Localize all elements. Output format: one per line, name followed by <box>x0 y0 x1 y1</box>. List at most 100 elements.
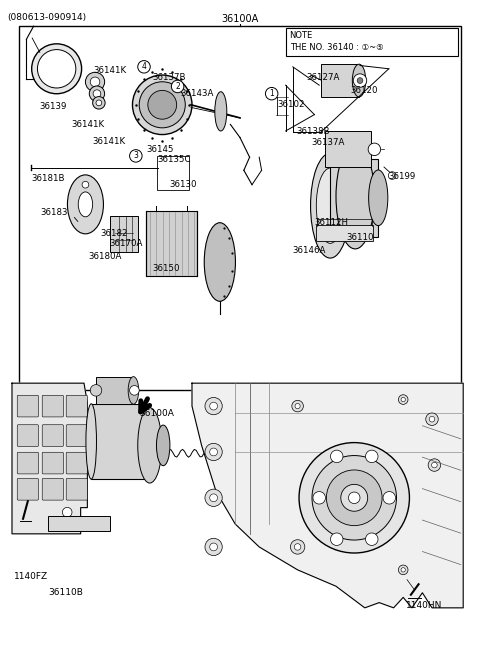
FancyBboxPatch shape <box>17 395 38 417</box>
Circle shape <box>205 398 222 415</box>
Bar <box>325 131 371 167</box>
Text: 36141K: 36141K <box>71 120 104 129</box>
Polygon shape <box>12 383 87 534</box>
Circle shape <box>353 74 367 87</box>
Text: 36170A: 36170A <box>109 239 143 248</box>
Circle shape <box>139 82 185 128</box>
Circle shape <box>89 86 105 102</box>
Circle shape <box>93 90 101 98</box>
Circle shape <box>148 90 177 119</box>
Circle shape <box>295 403 300 409</box>
Circle shape <box>326 470 382 526</box>
Circle shape <box>210 402 217 410</box>
Bar <box>91 404 149 479</box>
FancyBboxPatch shape <box>42 395 63 417</box>
Circle shape <box>432 462 437 468</box>
Circle shape <box>366 450 378 462</box>
Circle shape <box>82 181 89 188</box>
Circle shape <box>398 565 408 574</box>
Circle shape <box>429 417 435 422</box>
Circle shape <box>312 456 396 540</box>
Text: NOTE: NOTE <box>289 31 313 39</box>
Ellipse shape <box>336 144 374 249</box>
Bar <box>96 377 132 404</box>
Circle shape <box>110 217 120 226</box>
Ellipse shape <box>204 223 235 301</box>
Circle shape <box>93 96 105 109</box>
Circle shape <box>368 143 381 156</box>
Text: (080613-090914): (080613-090914) <box>7 12 86 22</box>
Bar <box>19 26 461 390</box>
Circle shape <box>313 491 325 504</box>
FancyBboxPatch shape <box>66 424 87 447</box>
Circle shape <box>130 386 139 395</box>
FancyBboxPatch shape <box>42 424 63 447</box>
Circle shape <box>383 491 396 504</box>
Bar <box>316 225 373 241</box>
Circle shape <box>330 450 343 462</box>
Text: 36100A: 36100A <box>221 14 259 24</box>
FancyBboxPatch shape <box>42 478 63 500</box>
Ellipse shape <box>138 407 162 483</box>
Text: 36110: 36110 <box>347 233 374 242</box>
Bar <box>48 516 110 531</box>
Ellipse shape <box>156 425 170 466</box>
Circle shape <box>330 533 343 546</box>
Circle shape <box>341 484 368 512</box>
Text: 36112H: 36112H <box>314 218 348 227</box>
Circle shape <box>205 489 222 506</box>
FancyBboxPatch shape <box>66 452 87 474</box>
Text: 36110B: 36110B <box>48 588 83 597</box>
Text: 1140HN: 1140HN <box>406 601 442 610</box>
Circle shape <box>85 72 105 92</box>
Circle shape <box>428 458 441 472</box>
Circle shape <box>265 87 278 100</box>
Ellipse shape <box>352 64 366 97</box>
Text: 36127A: 36127A <box>306 73 340 82</box>
FancyBboxPatch shape <box>17 452 38 474</box>
Ellipse shape <box>369 170 388 225</box>
Circle shape <box>90 77 100 86</box>
Circle shape <box>210 494 217 502</box>
Text: 36102: 36102 <box>277 100 305 109</box>
Text: 2: 2 <box>175 82 180 91</box>
Bar <box>157 156 189 190</box>
Text: 36145: 36145 <box>146 145 174 155</box>
Text: 36141K: 36141K <box>94 66 127 75</box>
Text: 4: 4 <box>142 62 146 71</box>
Text: 36120: 36120 <box>350 86 378 95</box>
Text: 36137B: 36137B <box>153 73 186 82</box>
Circle shape <box>348 492 360 504</box>
Bar <box>330 159 378 237</box>
Ellipse shape <box>215 92 227 131</box>
FancyBboxPatch shape <box>66 478 87 500</box>
Polygon shape <box>192 383 463 608</box>
Circle shape <box>32 44 82 94</box>
FancyBboxPatch shape <box>17 424 38 447</box>
Bar <box>110 216 138 252</box>
Text: 36137A: 36137A <box>311 138 345 147</box>
FancyBboxPatch shape <box>17 478 38 500</box>
Text: 36180A: 36180A <box>89 252 122 261</box>
Circle shape <box>366 533 378 546</box>
Text: THE NO. 36140 : ①~⑤: THE NO. 36140 : ①~⑤ <box>289 43 383 52</box>
Circle shape <box>294 544 301 550</box>
Text: 3: 3 <box>133 151 138 160</box>
Text: 36139: 36139 <box>39 102 67 111</box>
Ellipse shape <box>67 175 104 234</box>
Text: 36130: 36130 <box>169 180 196 189</box>
Text: 1140FZ: 1140FZ <box>14 572 48 581</box>
Circle shape <box>205 443 222 460</box>
Circle shape <box>132 75 192 134</box>
Circle shape <box>357 78 363 83</box>
Text: 36143A: 36143A <box>180 88 214 98</box>
Circle shape <box>426 413 438 426</box>
FancyBboxPatch shape <box>42 452 63 474</box>
Text: 36146A: 36146A <box>293 246 326 255</box>
Circle shape <box>210 448 217 456</box>
Circle shape <box>210 543 217 551</box>
Text: 1: 1 <box>269 89 274 98</box>
Circle shape <box>171 80 184 93</box>
Ellipse shape <box>316 168 344 243</box>
Circle shape <box>401 398 405 402</box>
